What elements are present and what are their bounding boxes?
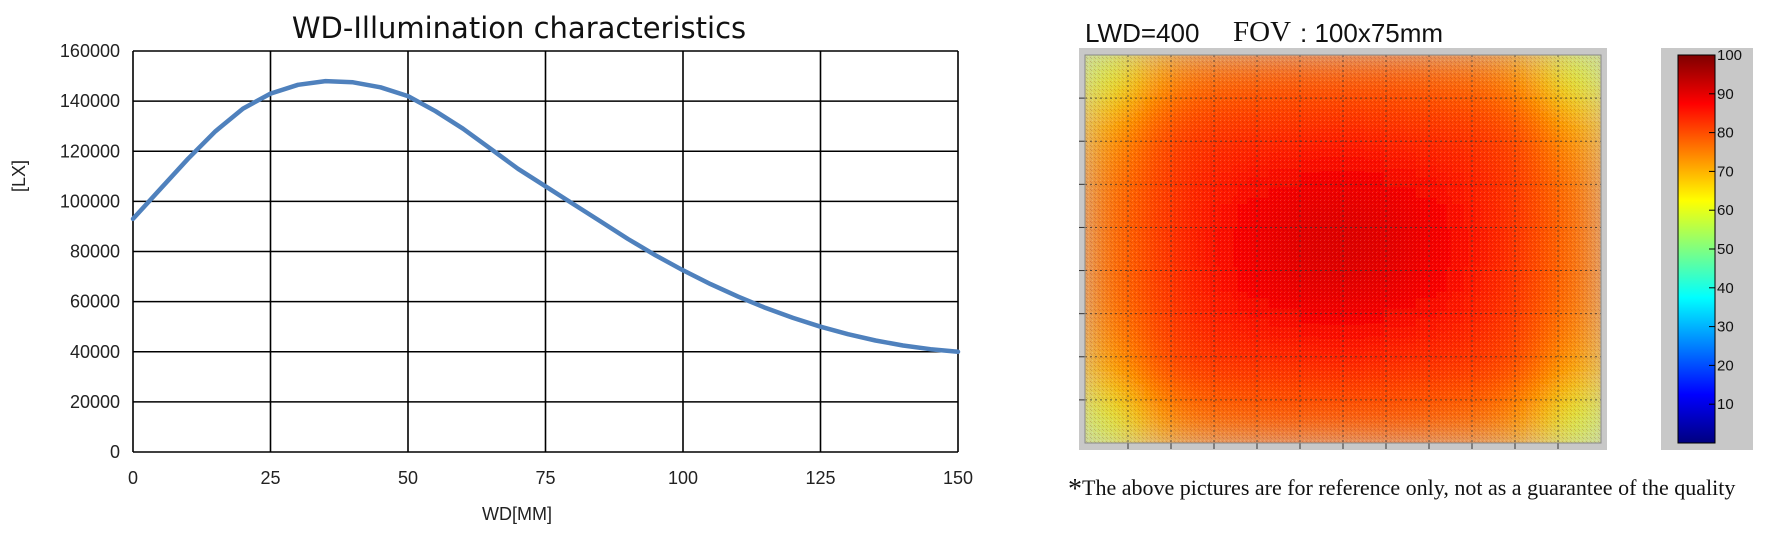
colorbar-tick-label: 100 [1717, 47, 1742, 64]
data-point [901, 343, 905, 348]
colorbar-tick-label: 60 [1717, 202, 1734, 219]
y-tick-label: 20000 [70, 392, 120, 412]
chart-title: WD-Illumination characteristics [292, 11, 746, 45]
data-point [351, 80, 355, 84]
data-point [131, 217, 135, 221]
x-tick-label: 75 [535, 468, 555, 488]
data-point [406, 94, 410, 98]
colorbar-tick-label: 90 [1717, 86, 1734, 103]
data-point [763, 306, 768, 310]
data-point [323, 79, 328, 83]
y-tick-label: 0 [110, 442, 120, 462]
line-chart: WD-Illumination characteristics 0 25 50 75 1… [9, 11, 973, 524]
y-tick-label: 100000 [60, 191, 120, 211]
colorbar-tick-label: 70 [1717, 163, 1734, 180]
data-point [571, 202, 575, 206]
data-point [213, 129, 218, 133]
colorbar-tick-label: 80 [1717, 125, 1734, 142]
note-symbol: * [1068, 474, 1082, 505]
data-point [488, 147, 493, 151]
colorbar-tick-label: 50 [1717, 241, 1734, 258]
data-point [433, 109, 438, 113]
data-point [791, 316, 795, 320]
heatmap-subtitle-value: : 100x75mm [1300, 18, 1443, 48]
y-tick-label: 60000 [70, 292, 120, 312]
data-point [653, 253, 658, 257]
colorbar-tick-label: 10 [1717, 396, 1734, 413]
x-tick-label: 0 [128, 468, 138, 488]
data-point [736, 295, 740, 299]
data-point [846, 332, 850, 336]
data-point [873, 338, 878, 343]
data-point [956, 350, 960, 354]
data-point [461, 127, 465, 131]
y-tick-label: 80000 [70, 242, 120, 262]
heatmap-chart: LWD=400 FOV : 100x75mm 100 90 80 70 60 50 40 30… [1079, 16, 1753, 450]
y-tick-label: 160000 [60, 41, 120, 61]
reference-note: *The above pictures are for reference on… [1068, 474, 1735, 506]
data-point [708, 282, 713, 286]
x-tick-label: 150 [943, 468, 973, 488]
y-tick-label: 120000 [60, 141, 120, 161]
x-tick-label: 25 [260, 468, 280, 488]
y-tick-label: 40000 [70, 342, 120, 362]
data-point [268, 92, 273, 96]
chart-series [130, 78, 961, 355]
colorbar-tick-label: 20 [1717, 357, 1734, 374]
colorbar: 100 90 80 70 60 50 40 30 20 10 [1677, 47, 1742, 444]
y-tick-label: 140000 [60, 91, 120, 111]
data-point [378, 85, 383, 89]
data-point [928, 347, 933, 351]
note-text: The above pictures are for reference onl… [1082, 475, 1736, 500]
data-point [626, 237, 630, 241]
data-point [818, 325, 823, 329]
heatmap-noise [1085, 55, 1601, 443]
colorbar-gradient [1677, 54, 1716, 444]
heatmap-title: LWD=400 [1085, 18, 1199, 48]
x-tick-label: 100 [668, 468, 698, 488]
data-point [241, 107, 245, 111]
y-axis-label: [LX] [9, 160, 29, 192]
data-point [681, 268, 685, 272]
x-tick-label: 125 [805, 468, 835, 488]
data-point [158, 187, 163, 191]
data-point [598, 219, 603, 224]
heatmap-border [1084, 54, 1602, 444]
colorbar-tick-label: 40 [1717, 280, 1734, 297]
colorbar-tick-label: 30 [1717, 319, 1734, 336]
data-point [516, 167, 520, 171]
data-point [186, 157, 190, 161]
heatmap-subtitle: FOV [1233, 16, 1291, 48]
data-point [296, 83, 300, 87]
chart-ticks: 0 25 50 75 100 125 150 0 20000 40000 60000 80000 100… [60, 41, 973, 488]
data-point [543, 184, 548, 188]
chart-grid [132, 50, 959, 453]
x-axis-label: WD[MM] [482, 504, 552, 524]
x-tick-label: 50 [398, 468, 418, 488]
heatmap-grid [1079, 54, 1602, 449]
